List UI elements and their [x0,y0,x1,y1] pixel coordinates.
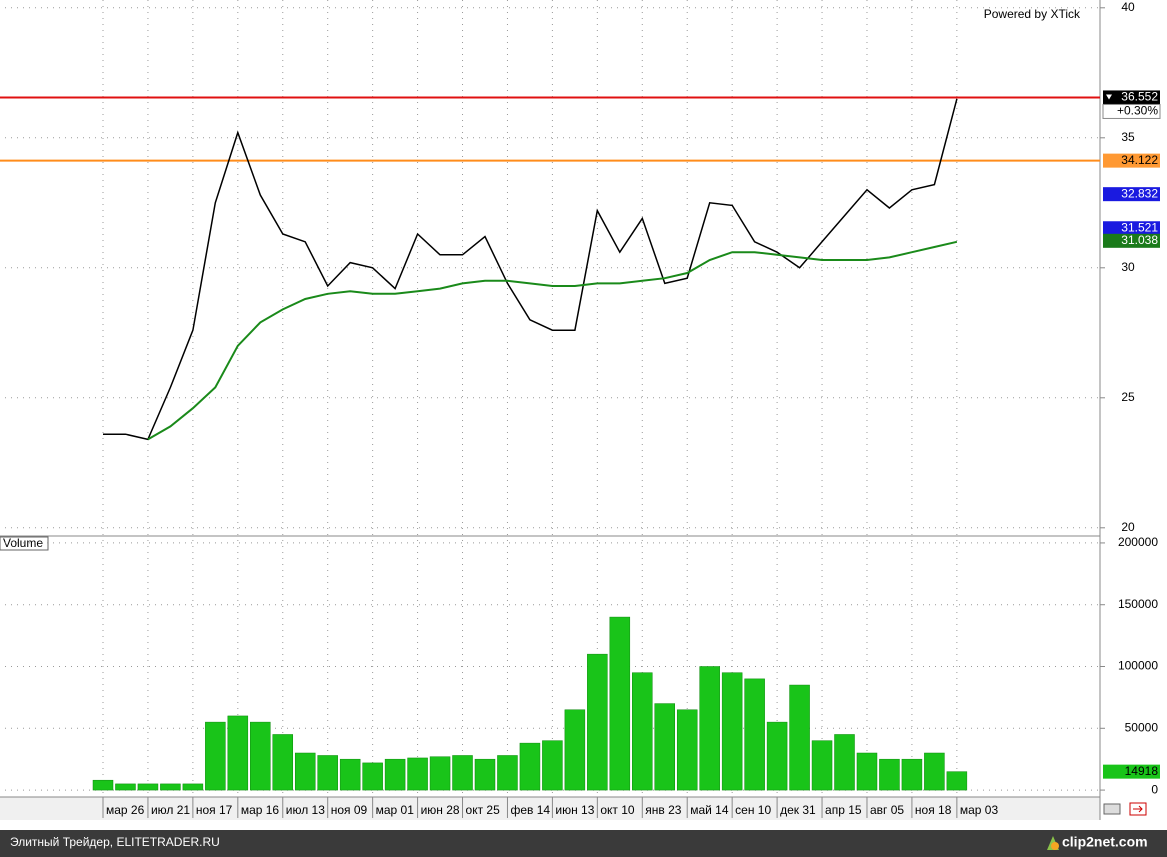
volume-label: 14918 [1125,764,1159,778]
price-label: 36.552 [1121,90,1158,104]
volume-bar [182,783,204,791]
volume-bar [250,721,271,791]
status-right: clip2net.com [1062,834,1148,850]
volume-bar [834,734,855,791]
volume-bar [721,672,743,791]
change-box [1102,103,1161,119]
y-tick-label: 30 [1121,260,1135,274]
volume-bar [384,758,406,791]
change-label: +0.30% [1117,104,1158,118]
price-label-box [1103,153,1160,168]
x-axis-strip [0,797,1100,820]
status-left: Элитный Трейдер, ELITETRADER.RU [10,835,220,849]
price-label: 34.122 [1121,153,1158,167]
volume-bar [227,715,249,791]
y-tick-label: 35 [1121,130,1135,144]
x-tick-label: мар 03 [960,803,999,817]
y-tick-label: 150000 [1118,597,1158,611]
volume-bar [519,742,541,791]
volume-bar [497,755,518,791]
y-tick-label: 200000 [1118,535,1158,549]
price-marker [1106,94,1112,100]
x-tick-label: дек 31 [780,803,816,817]
price-label-box [1103,221,1160,236]
volume-bar [811,740,833,791]
price-label: 31.038 [1121,233,1158,247]
volume-tag [0,536,49,551]
x-tick-label: ноя 18 [915,803,952,817]
x-tick-label: июн 13 [555,803,594,817]
volume-label-box [1103,764,1160,779]
y-tick-label: 20 [1121,520,1135,534]
volume-bar [654,703,675,791]
price-label: 32.832 [1121,186,1158,200]
x-tick-label: апр 15 [825,803,862,817]
x-tick-label: июн 28 [421,803,460,817]
y-tick-label: 100000 [1118,659,1158,673]
volume-bar [879,758,900,791]
volume-bar [362,762,383,791]
x-tick-label: май 14 [690,803,729,817]
x-tick-label: ноя 17 [196,803,233,817]
volume-bar [699,666,720,791]
x-tick-label: фев 14 [510,803,550,817]
price-line [103,98,958,441]
volume-bar [789,684,810,791]
y-tick-label: 40 [1121,0,1135,14]
volume-bar [452,755,473,791]
series-line [147,240,958,441]
watermark: Powered by XTick [984,7,1081,21]
icon-button[interactable] [1103,803,1121,815]
volume-bar [137,783,159,791]
x-tick-label: окт 10 [600,803,635,817]
volume-bar [92,779,114,791]
volume-bar [564,709,586,791]
status-bar [0,830,1167,857]
volume-bar [766,721,788,791]
y-tick-label: 50000 [1125,720,1159,734]
volume-bar [924,752,945,791]
x-tick-label: окт 25 [466,803,501,817]
volume-bar [272,734,294,791]
y-tick-label: 25 [1121,390,1135,404]
y-tick-label: 0 [1151,782,1158,796]
price-label-box [1103,90,1160,105]
volume-bar [609,616,631,791]
price-label-box [1103,233,1160,248]
x-tick-label: июл 21 [151,803,190,817]
volume-bar [542,740,563,791]
volume-bar [856,752,878,791]
volume-bar [407,757,428,791]
price-label: 31.521 [1121,220,1158,234]
clip-icon [1051,842,1059,850]
volume-bar [429,756,451,791]
volume-bar [474,758,496,791]
volume-bar [632,672,653,791]
x-tick-label: ноя 09 [331,803,368,817]
x-tick-label: мар 26 [106,803,145,817]
price-label-box [1103,187,1160,202]
volume-bar [160,783,181,791]
volume-bar [115,783,136,791]
volume-bar [294,752,316,791]
x-tick-label: янв 23 [645,803,682,817]
volume-bar [901,758,923,791]
x-tick-label: мар 16 [241,803,280,817]
icon-arrow [1133,805,1143,813]
volume-bar [946,771,968,791]
volume-bar [744,678,765,791]
volume-bar [317,755,338,791]
x-tick-label: авг 05 [870,803,904,817]
volume-bar [587,653,608,791]
x-tick-label: сен 10 [735,803,771,817]
volume-bar [205,721,226,791]
volume-bar [676,709,698,791]
x-tick-label: мар 01 [376,803,415,817]
volume-bar [339,758,361,791]
x-tick-label: июл 13 [286,803,325,817]
